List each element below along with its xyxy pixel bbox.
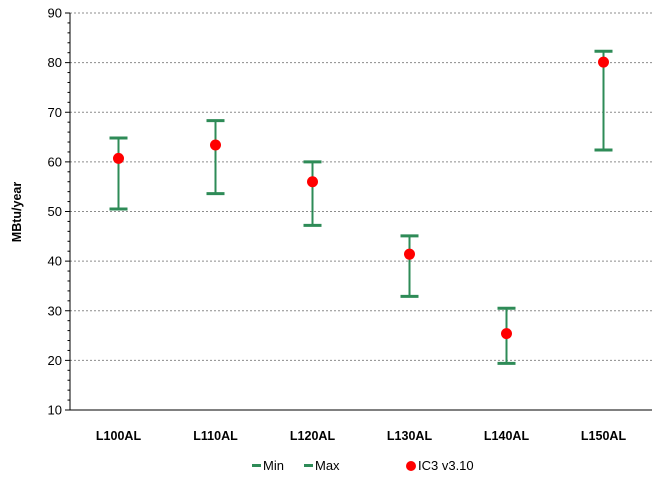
data-marks: [109, 49, 613, 365]
ic3-point: [404, 248, 415, 260]
y-tick-label: 50: [48, 204, 62, 219]
legend-min-label: Min: [263, 458, 284, 473]
legend-ic3-swatch: [406, 460, 416, 471]
x-category-label: L110AL: [193, 429, 238, 443]
x-category-label: L130AL: [387, 429, 433, 443]
y-tick-label: 40: [48, 254, 62, 269]
x-category-label: L150AL: [581, 429, 627, 443]
x-category-label: L140AL: [484, 429, 530, 443]
ic3-point: [598, 56, 609, 68]
y-tick-label: 10: [48, 403, 62, 418]
y-tick-label: 90: [48, 6, 62, 21]
legend-min-swatch: [252, 464, 261, 467]
legend-item-ic3: IC3 v3.10: [406, 458, 474, 473]
legend-max-swatch: [304, 464, 313, 467]
axes: [65, 12, 652, 411]
ic3-point: [210, 139, 221, 151]
y-axis-title: MBtu/year: [10, 182, 24, 243]
y-tick-label: 30: [48, 303, 62, 318]
legend-item-min: Min: [252, 458, 284, 473]
x-category-label: L120AL: [290, 429, 336, 443]
legend-max-label: Max: [315, 458, 340, 473]
x-category-labels: L100AL L110AL L120AL L130AL L140AL L150AL: [96, 429, 627, 443]
x-category-label: L100AL: [96, 429, 142, 443]
legend-ic3-label: IC3 v3.10: [418, 458, 474, 473]
ic3-point: [307, 176, 318, 188]
y-tick-labels: 10 20 30 40 50 60 70 80 90: [48, 6, 62, 418]
legend-item-max: Max: [304, 458, 340, 473]
y-tick-label: 20: [48, 353, 62, 368]
gridlines: [70, 12, 652, 361]
y-tick-label: 70: [48, 105, 62, 120]
y-tick-label: 60: [48, 154, 62, 169]
ic3-point: [501, 328, 512, 340]
y-tick-label: 80: [48, 55, 62, 70]
ic3-point: [113, 152, 124, 164]
